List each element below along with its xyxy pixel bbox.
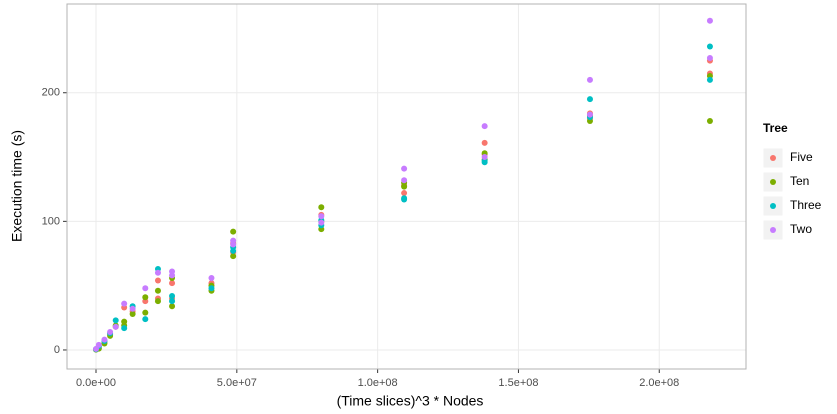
point — [706, 118, 713, 125]
point — [154, 277, 161, 284]
point — [154, 269, 161, 276]
point — [169, 303, 176, 310]
point — [481, 123, 488, 130]
point — [230, 237, 237, 244]
point — [112, 317, 119, 324]
point — [481, 154, 488, 161]
point — [112, 323, 119, 330]
x-axis-label: (Time slices)^3 * Nodes — [337, 393, 484, 409]
point — [230, 247, 237, 254]
point — [142, 294, 149, 301]
point — [318, 213, 325, 220]
point — [208, 274, 215, 281]
legend-marker — [770, 203, 776, 209]
point — [481, 159, 488, 166]
point — [208, 285, 215, 292]
legend-label: Two — [790, 222, 812, 236]
point — [401, 177, 408, 184]
x-tick-label: 0.0e+00 — [76, 377, 116, 389]
x-tick-label: 1.0e+08 — [358, 377, 398, 389]
point — [169, 272, 176, 279]
point — [142, 316, 149, 323]
legend-label: Five — [790, 150, 813, 164]
point — [154, 287, 161, 294]
point — [706, 76, 713, 83]
point — [169, 292, 176, 299]
point — [169, 280, 176, 287]
x-tick-label: 5.0e+07 — [217, 377, 257, 389]
y-tick-label: 200 — [42, 87, 60, 99]
legend-label: Three — [790, 198, 822, 212]
x-tick-label: 1.5e+08 — [498, 377, 538, 389]
point — [706, 43, 713, 50]
y-tick-label: 0 — [54, 344, 60, 356]
point — [121, 300, 128, 307]
point — [586, 76, 593, 83]
point — [95, 341, 102, 348]
point — [129, 305, 136, 312]
point — [230, 253, 237, 260]
legend-marker — [770, 227, 776, 233]
point — [481, 139, 488, 146]
legend-title: Tree — [763, 121, 788, 135]
y-tick-label: 100 — [42, 215, 60, 227]
point — [401, 190, 408, 197]
point — [121, 325, 128, 332]
point — [401, 195, 408, 202]
point — [121, 318, 128, 325]
point — [129, 310, 136, 317]
x-tick-label: 2.0e+08 — [639, 377, 679, 389]
point — [706, 55, 713, 62]
point — [401, 165, 408, 172]
point — [154, 298, 161, 305]
point — [586, 96, 593, 103]
legend-label: Ten — [790, 174, 809, 188]
point — [318, 219, 325, 226]
point — [230, 228, 237, 235]
point — [107, 328, 114, 335]
legend-marker — [770, 179, 776, 185]
point — [586, 111, 593, 118]
y-axis-label: Execution time (s) — [9, 130, 25, 242]
legend-marker — [770, 155, 776, 161]
point — [142, 309, 149, 316]
point — [142, 285, 149, 292]
point — [101, 336, 108, 343]
point — [169, 298, 176, 305]
panel — [66, 3, 747, 370]
point — [706, 17, 713, 24]
point — [318, 204, 325, 211]
